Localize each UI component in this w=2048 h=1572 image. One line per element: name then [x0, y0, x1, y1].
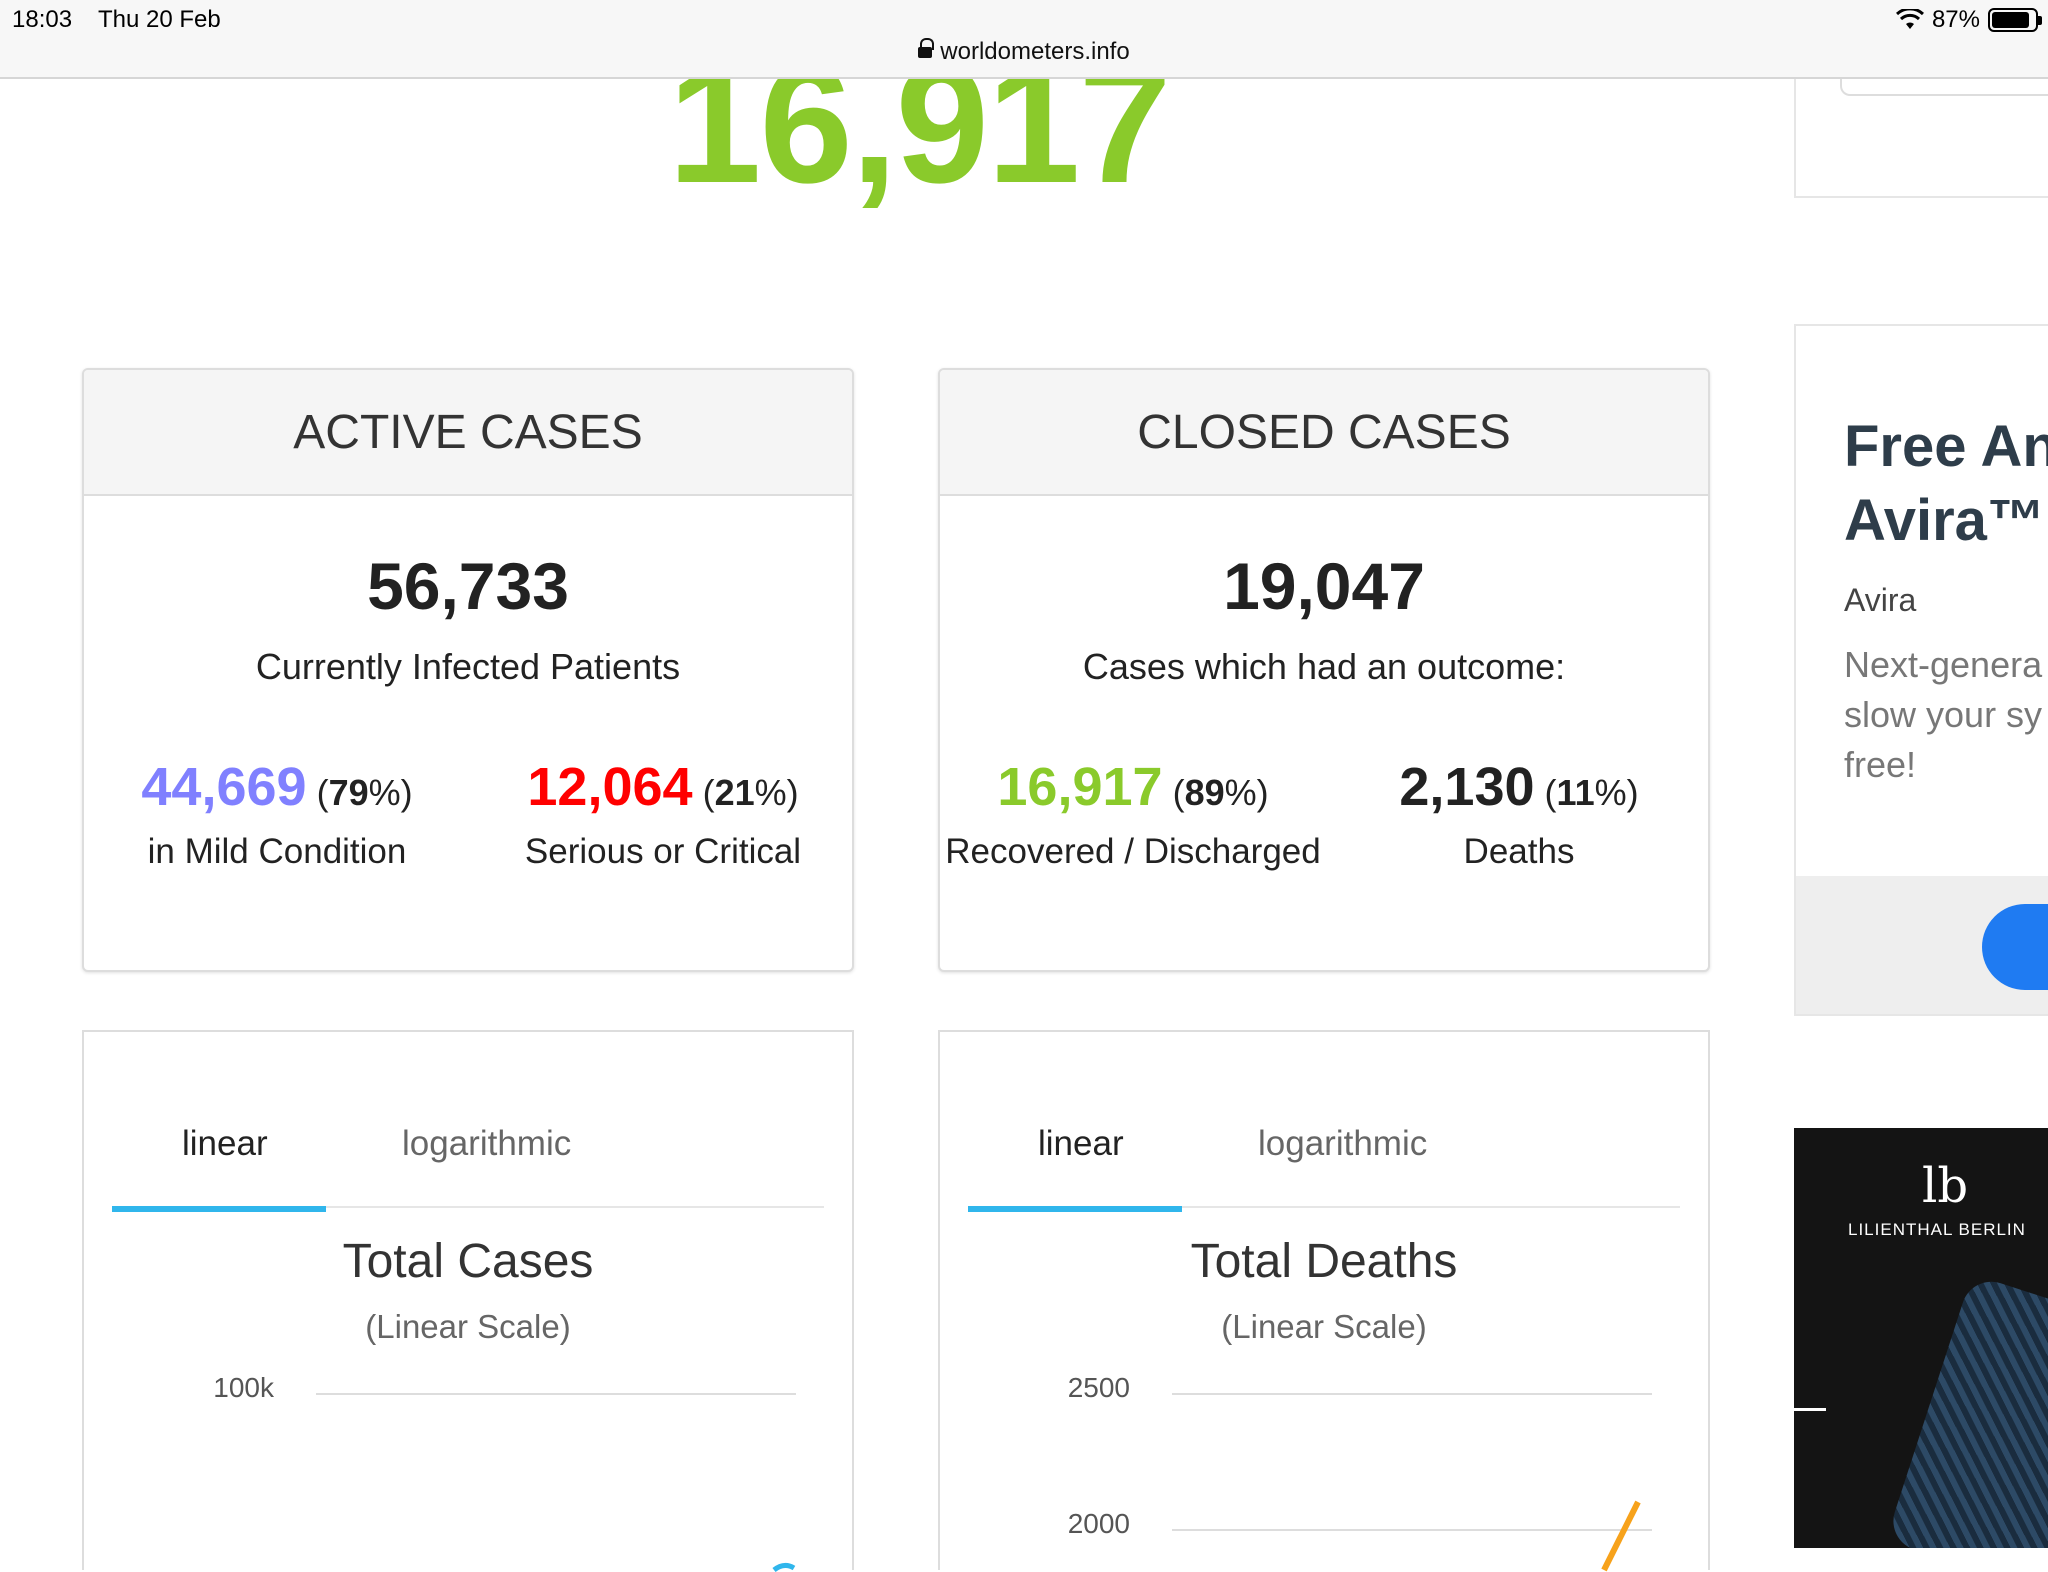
- total-cases-chart: 100k: [213, 1372, 796, 1572]
- series-line: [772, 1562, 796, 1572]
- active-cases-total: 56,733: [367, 549, 569, 623]
- recovered-pct: (89%): [1172, 772, 1269, 813]
- active-tab-indicator: [968, 1206, 1182, 1212]
- battery-fill: [1992, 12, 2029, 28]
- active-cases-body: 56,733 Currently Infected Patients 44,66…: [84, 496, 852, 970]
- tab-linear[interactable]: linear: [182, 1124, 268, 1163]
- status-indicators: 87%: [1895, 6, 2042, 34]
- serious-label: Serious or Critical: [524, 832, 802, 871]
- ad-title: Free An Avira™: [1844, 414, 2048, 553]
- closed-cases-panel: CLOSED CASES 19,047 Cases which had an o…: [938, 368, 1710, 972]
- tab-linear[interactable]: linear: [1038, 1124, 1124, 1163]
- recovered-stat: 16,917 (89%) Recovered / Discharged: [940, 756, 1326, 872]
- y-tick-label: 2000: [1068, 1508, 1130, 1539]
- mild-value: 44,669: [141, 757, 307, 817]
- recovered-label: Recovered / Discharged: [945, 832, 1321, 871]
- total-deaths-chart: 2500 2000: [1068, 1372, 1652, 1572]
- avira-ad[interactable]: Free An Avira™ Avira Next-genera slow yo…: [1794, 324, 2048, 1016]
- battery-icon: [1988, 8, 2042, 32]
- mild-pct: (79%): [316, 772, 413, 813]
- battery-nub: [2038, 16, 2042, 25]
- ad-brand: Avira: [1844, 582, 1917, 618]
- tab-logarithmic[interactable]: logarithmic: [1258, 1124, 1428, 1163]
- total-deaths-chart-panel: linear logarithmic Total Deaths (Linear …: [938, 1030, 1710, 1572]
- chart-subtitle: (Linear Scale): [365, 1308, 571, 1345]
- ad-divider: [1794, 1408, 1826, 1411]
- series-line: [1601, 1500, 1641, 1572]
- mild-condition-stat: 44,669 (79%) in Mild Condition: [84, 756, 470, 872]
- total-cases-scale-tabs: linear logarithmic: [112, 1092, 824, 1212]
- active-tab-indicator: [112, 1206, 326, 1212]
- deaths-pct: (11%): [1544, 772, 1639, 813]
- status-time: 18:03: [12, 6, 73, 33]
- ad-description: Next-genera slow your sy free!: [1844, 644, 2043, 785]
- y-tick-label: 2500: [1068, 1372, 1130, 1403]
- active-cases-total-label: Currently Infected Patients: [255, 646, 681, 687]
- closed-cases-total-label: Cases which had an outcome:: [1082, 646, 1566, 687]
- serious-value: 12,064: [527, 757, 693, 817]
- url-bar[interactable]: worldometers.info: [0, 38, 2048, 66]
- active-cases-panel: ACTIVE CASES 56,733 Currently Infected P…: [82, 368, 854, 972]
- y-tick-label: 100k: [213, 1372, 275, 1403]
- battery-percent: 87%: [1931, 6, 1980, 33]
- mild-label: in Mild Condition: [147, 832, 407, 871]
- serious-pct: (21%): [702, 772, 799, 813]
- ad-footer: [1796, 876, 2048, 1014]
- lilienthal-brand: LILIENTHAL BERLIN: [1848, 1220, 2026, 1239]
- total-deaths-scale-tabs: linear logarithmic: [968, 1092, 1680, 1212]
- deaths-value: 2,130: [1399, 757, 1535, 817]
- lilienthal-logo-icon: lb: [1922, 1158, 1969, 1214]
- recovered-value: 16,917: [997, 757, 1163, 817]
- ad-cta-button[interactable]: [1982, 904, 2048, 990]
- closed-cases-title: CLOSED CASES: [940, 370, 1708, 496]
- lock-icon: [918, 38, 935, 60]
- status-date: Thu 20 Feb: [98, 6, 221, 33]
- chart-title: Total Deaths: [1190, 1235, 1458, 1288]
- serious-condition-stat: 12,064 (21%) Serious or Critical: [470, 756, 852, 872]
- chart-title: Total Cases: [342, 1235, 594, 1288]
- chart-subtitle: (Linear Scale): [1221, 1308, 1427, 1345]
- wifi-icon: [1895, 9, 1924, 29]
- deaths-label: Deaths: [1463, 832, 1575, 871]
- lilienthal-ad[interactable]: lb LILIENTHAL BERLIN: [1794, 1128, 2048, 1548]
- closed-cases-total: 19,047: [1223, 549, 1425, 623]
- closed-cases-body: 19,047 Cases which had an outcome: 16,91…: [940, 496, 1708, 970]
- ad-top-card: [1794, 60, 2048, 198]
- active-cases-title: ACTIVE CASES: [84, 370, 852, 496]
- total-cases-chart-panel: linear logarithmic Total Cases (Linear S…: [82, 1030, 854, 1572]
- browser-top-bar: 18:03 Thu 20 Feb 87% worldometers.info: [0, 0, 2048, 79]
- watch-image: [1885, 1273, 2048, 1548]
- deaths-stat: 2,130 (11%) Deaths: [1326, 756, 1708, 872]
- url-text: worldometers.info: [940, 38, 1130, 65]
- tab-logarithmic[interactable]: logarithmic: [402, 1124, 572, 1163]
